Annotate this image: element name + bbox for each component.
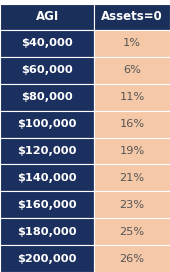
Bar	[94, 111, 170, 138]
Bar	[0, 84, 94, 111]
Bar	[94, 4, 170, 30]
Text: $180,000: $180,000	[17, 227, 77, 237]
Text: 16%: 16%	[120, 119, 145, 129]
Bar	[94, 165, 170, 191]
Bar	[94, 191, 170, 218]
Text: 19%: 19%	[120, 146, 145, 156]
Text: 1%: 1%	[123, 38, 141, 48]
Text: $40,000: $40,000	[21, 38, 73, 48]
Text: $140,000: $140,000	[17, 173, 77, 183]
Bar	[0, 245, 94, 272]
Bar	[94, 84, 170, 111]
Text: 11%: 11%	[120, 92, 145, 102]
Text: 25%: 25%	[120, 227, 145, 237]
Text: AGI: AGI	[36, 11, 59, 23]
Text: 6%: 6%	[123, 65, 141, 75]
Bar	[0, 191, 94, 218]
Bar	[0, 57, 94, 84]
Bar	[0, 111, 94, 138]
Bar	[0, 165, 94, 191]
Bar	[0, 138, 94, 165]
Text: 21%: 21%	[120, 173, 145, 183]
Text: $100,000: $100,000	[18, 119, 77, 129]
Text: $80,000: $80,000	[21, 92, 73, 102]
Text: $120,000: $120,000	[18, 146, 77, 156]
Bar	[94, 138, 170, 165]
Bar	[94, 57, 170, 84]
Text: 23%: 23%	[120, 200, 145, 210]
Bar	[94, 30, 170, 57]
Text: $200,000: $200,000	[18, 254, 77, 264]
Bar	[94, 245, 170, 272]
Text: 26%: 26%	[120, 254, 145, 264]
Bar	[94, 218, 170, 245]
Bar	[0, 4, 94, 30]
Bar	[0, 218, 94, 245]
Text: $60,000: $60,000	[21, 65, 73, 75]
Bar	[0, 30, 94, 57]
Text: Assets=0: Assets=0	[101, 11, 163, 23]
Text: $160,000: $160,000	[17, 200, 77, 210]
